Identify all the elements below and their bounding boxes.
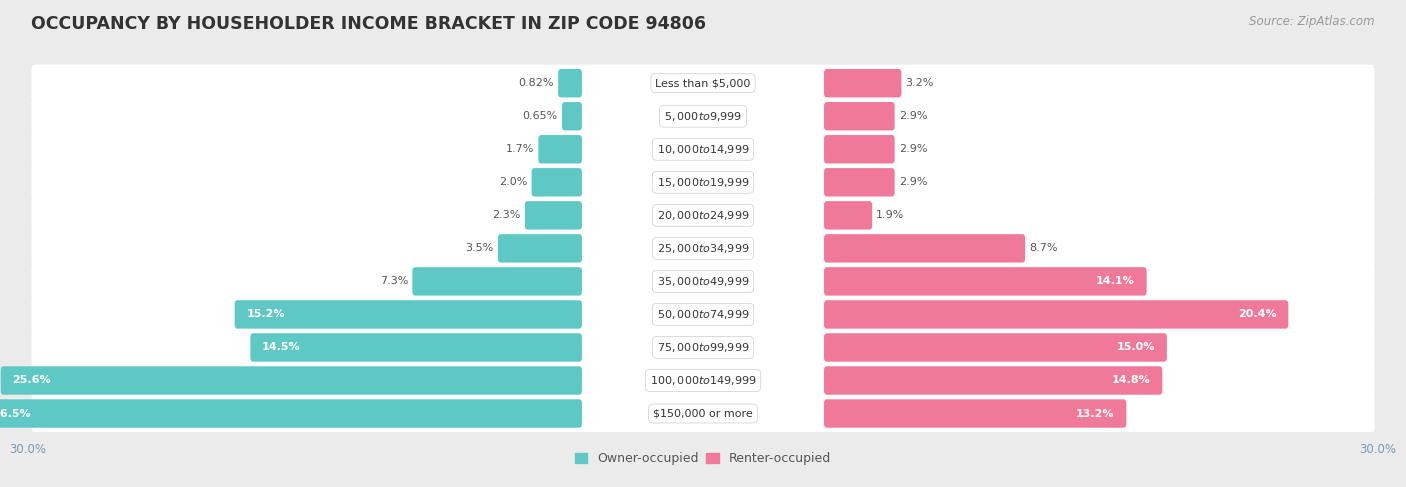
Text: 2.9%: 2.9% [898,177,927,187]
Text: $35,000 to $49,999: $35,000 to $49,999 [657,275,749,288]
FancyBboxPatch shape [31,230,1375,267]
Text: 25.6%: 25.6% [13,375,51,386]
FancyBboxPatch shape [824,168,894,197]
FancyBboxPatch shape [31,296,1375,333]
FancyBboxPatch shape [824,300,1288,329]
Text: 2.0%: 2.0% [499,177,527,187]
FancyBboxPatch shape [250,333,582,362]
FancyBboxPatch shape [31,131,1375,168]
FancyBboxPatch shape [0,366,582,394]
FancyBboxPatch shape [824,399,1126,428]
Legend: Owner-occupied, Renter-occupied: Owner-occupied, Renter-occupied [569,447,837,470]
Text: 26.5%: 26.5% [0,409,31,418]
FancyBboxPatch shape [31,197,1375,234]
Text: 14.5%: 14.5% [262,342,301,353]
FancyBboxPatch shape [31,263,1375,300]
FancyBboxPatch shape [562,102,582,131]
FancyBboxPatch shape [538,135,582,164]
Text: $25,000 to $34,999: $25,000 to $34,999 [657,242,749,255]
Text: 14.1%: 14.1% [1097,277,1135,286]
Text: Less than $5,000: Less than $5,000 [655,78,751,88]
FancyBboxPatch shape [235,300,582,329]
FancyBboxPatch shape [0,399,582,428]
Text: OCCUPANCY BY HOUSEHOLDER INCOME BRACKET IN ZIP CODE 94806: OCCUPANCY BY HOUSEHOLDER INCOME BRACKET … [31,15,706,33]
Text: $15,000 to $19,999: $15,000 to $19,999 [657,176,749,189]
Text: Source: ZipAtlas.com: Source: ZipAtlas.com [1250,15,1375,28]
FancyBboxPatch shape [31,395,1375,432]
Text: 20.4%: 20.4% [1239,309,1277,319]
FancyBboxPatch shape [412,267,582,296]
FancyBboxPatch shape [31,65,1375,102]
FancyBboxPatch shape [824,333,1167,362]
Text: 1.9%: 1.9% [876,210,904,220]
FancyBboxPatch shape [31,329,1375,366]
FancyBboxPatch shape [824,366,1163,394]
Text: $5,000 to $9,999: $5,000 to $9,999 [664,110,742,123]
Text: $150,000 or more: $150,000 or more [654,409,752,418]
Text: 7.3%: 7.3% [380,277,408,286]
Text: 3.2%: 3.2% [905,78,934,88]
Text: $75,000 to $99,999: $75,000 to $99,999 [657,341,749,354]
FancyBboxPatch shape [824,135,894,164]
Text: 2.9%: 2.9% [898,144,927,154]
Text: $100,000 to $149,999: $100,000 to $149,999 [650,374,756,387]
Text: $50,000 to $74,999: $50,000 to $74,999 [657,308,749,321]
Text: 0.82%: 0.82% [519,78,554,88]
FancyBboxPatch shape [31,362,1375,399]
Text: 15.0%: 15.0% [1116,342,1156,353]
FancyBboxPatch shape [558,69,582,97]
FancyBboxPatch shape [824,102,894,131]
FancyBboxPatch shape [531,168,582,197]
Text: 8.7%: 8.7% [1029,244,1057,253]
Text: $20,000 to $24,999: $20,000 to $24,999 [657,209,749,222]
FancyBboxPatch shape [824,267,1147,296]
FancyBboxPatch shape [498,234,582,262]
Text: 3.5%: 3.5% [465,244,494,253]
FancyBboxPatch shape [824,234,1025,262]
Text: 13.2%: 13.2% [1076,409,1115,418]
Text: 14.8%: 14.8% [1112,375,1150,386]
FancyBboxPatch shape [824,201,872,229]
FancyBboxPatch shape [31,98,1375,135]
Text: 2.3%: 2.3% [492,210,520,220]
FancyBboxPatch shape [524,201,582,229]
Text: 1.7%: 1.7% [506,144,534,154]
FancyBboxPatch shape [31,164,1375,201]
Text: $10,000 to $14,999: $10,000 to $14,999 [657,143,749,156]
Text: 0.65%: 0.65% [523,111,558,121]
Text: 15.2%: 15.2% [246,309,285,319]
Text: 2.9%: 2.9% [898,111,927,121]
FancyBboxPatch shape [824,69,901,97]
